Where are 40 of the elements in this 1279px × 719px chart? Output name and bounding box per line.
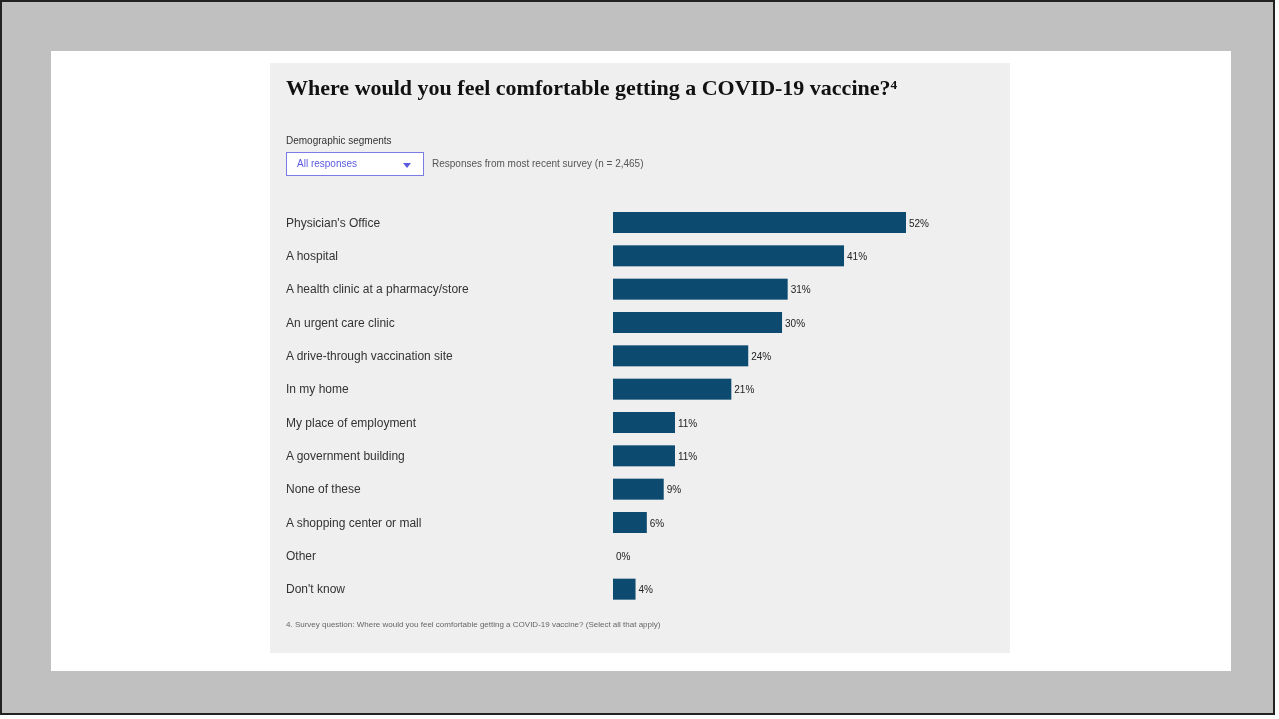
bar — [613, 378, 732, 400]
data-label: 24% — [751, 350, 772, 362]
y-tick-label: A hospital — [286, 249, 339, 263]
y-tick-label: None of these — [286, 482, 362, 497]
data-label: 41% — [847, 250, 868, 262]
y-tick-label: An urgent care clinic — [286, 315, 395, 330]
y-tick-label: My place of employment — [286, 415, 417, 430]
y-tick-label: In my home — [286, 382, 350, 397]
bar — [613, 345, 749, 367]
data-label: 52% — [909, 217, 930, 229]
data-label: 11% — [677, 450, 698, 462]
bar — [613, 512, 647, 533]
data-label: 11% — [677, 417, 698, 429]
bar — [613, 212, 906, 233]
data-label: 6% — [649, 517, 665, 529]
data-label: 9% — [666, 484, 682, 496]
bar — [613, 412, 675, 433]
bar — [613, 312, 783, 333]
y-tick-label: Physician's Office — [286, 215, 381, 230]
bar — [613, 445, 675, 467]
chart-title: Where would you feel comfortable getting a COVID-19 vaccine?⁴ — [286, 75, 898, 101]
chart-subtitle: Responses from most recent survey (n = 2,465) — [432, 158, 644, 169]
text: 4. Survey question: Where would you feel comfortable getting a COVID-19 vaccine? (Select all that apply) — [286, 620, 661, 629]
data-label: 4% — [638, 584, 654, 596]
y-tick-label: Don't know — [286, 582, 346, 597]
dropdown-field: All responses — [286, 152, 424, 176]
y-tick-label: A drive-through vaccination site — [286, 349, 454, 363]
bar — [613, 578, 636, 600]
y-tick-label: A health clinic at a pharmacy/store — [286, 282, 470, 297]
data-label: 30% — [785, 317, 806, 329]
bar — [613, 245, 845, 267]
bar — [613, 478, 664, 500]
y-tick-label: A shopping center or mall — [286, 515, 422, 530]
bar — [613, 278, 788, 300]
data-label: 31% — [790, 284, 811, 296]
data-label: 0% — [616, 550, 631, 562]
y-tick-label: A government building — [286, 449, 405, 463]
data-label: 21% — [734, 384, 755, 396]
y-tick-label: Other — [286, 549, 317, 563]
text: Demographic segments — [286, 135, 392, 146]
